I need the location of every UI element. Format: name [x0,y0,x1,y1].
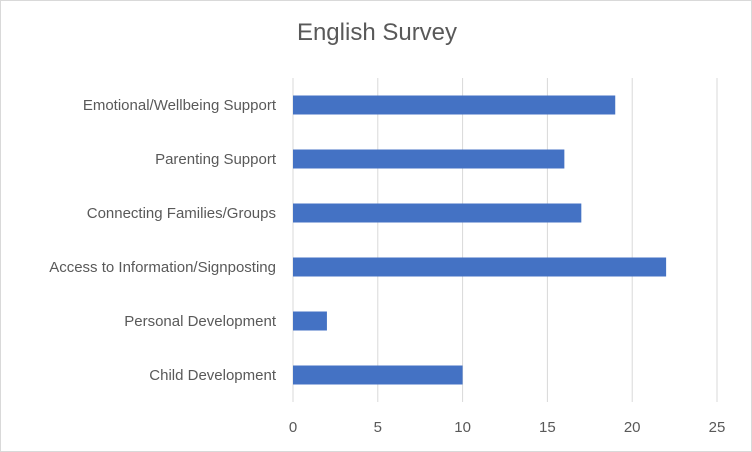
bar [293,149,565,169]
category-label: Access to Information/Signposting [49,259,276,276]
x-tick-label: 10 [454,419,471,436]
category-label: Personal Development [124,313,277,330]
bar [293,311,327,331]
category-label: Child Development [149,367,277,384]
tick-labels: 0 5 10 15 20 25 [289,419,726,436]
bar [293,365,463,385]
bar [293,203,582,223]
bar [293,257,667,277]
x-tick-label: 20 [624,419,641,436]
chart-title: English Survey [296,19,458,46]
bar [293,95,616,115]
category-label: Parenting Support [155,151,277,168]
gridlines [292,78,718,402]
x-tick-label: 5 [374,419,382,436]
category-labels: Emotional/Wellbeing Support Parenting Sup… [49,97,277,384]
category-label: Connecting Families/Groups [87,205,276,222]
x-tick-label: 15 [539,419,556,436]
x-tick-label: 0 [289,419,297,436]
x-tick-label: 25 [709,419,726,436]
category-label: Emotional/Wellbeing Support [83,97,277,114]
bars [293,95,667,385]
